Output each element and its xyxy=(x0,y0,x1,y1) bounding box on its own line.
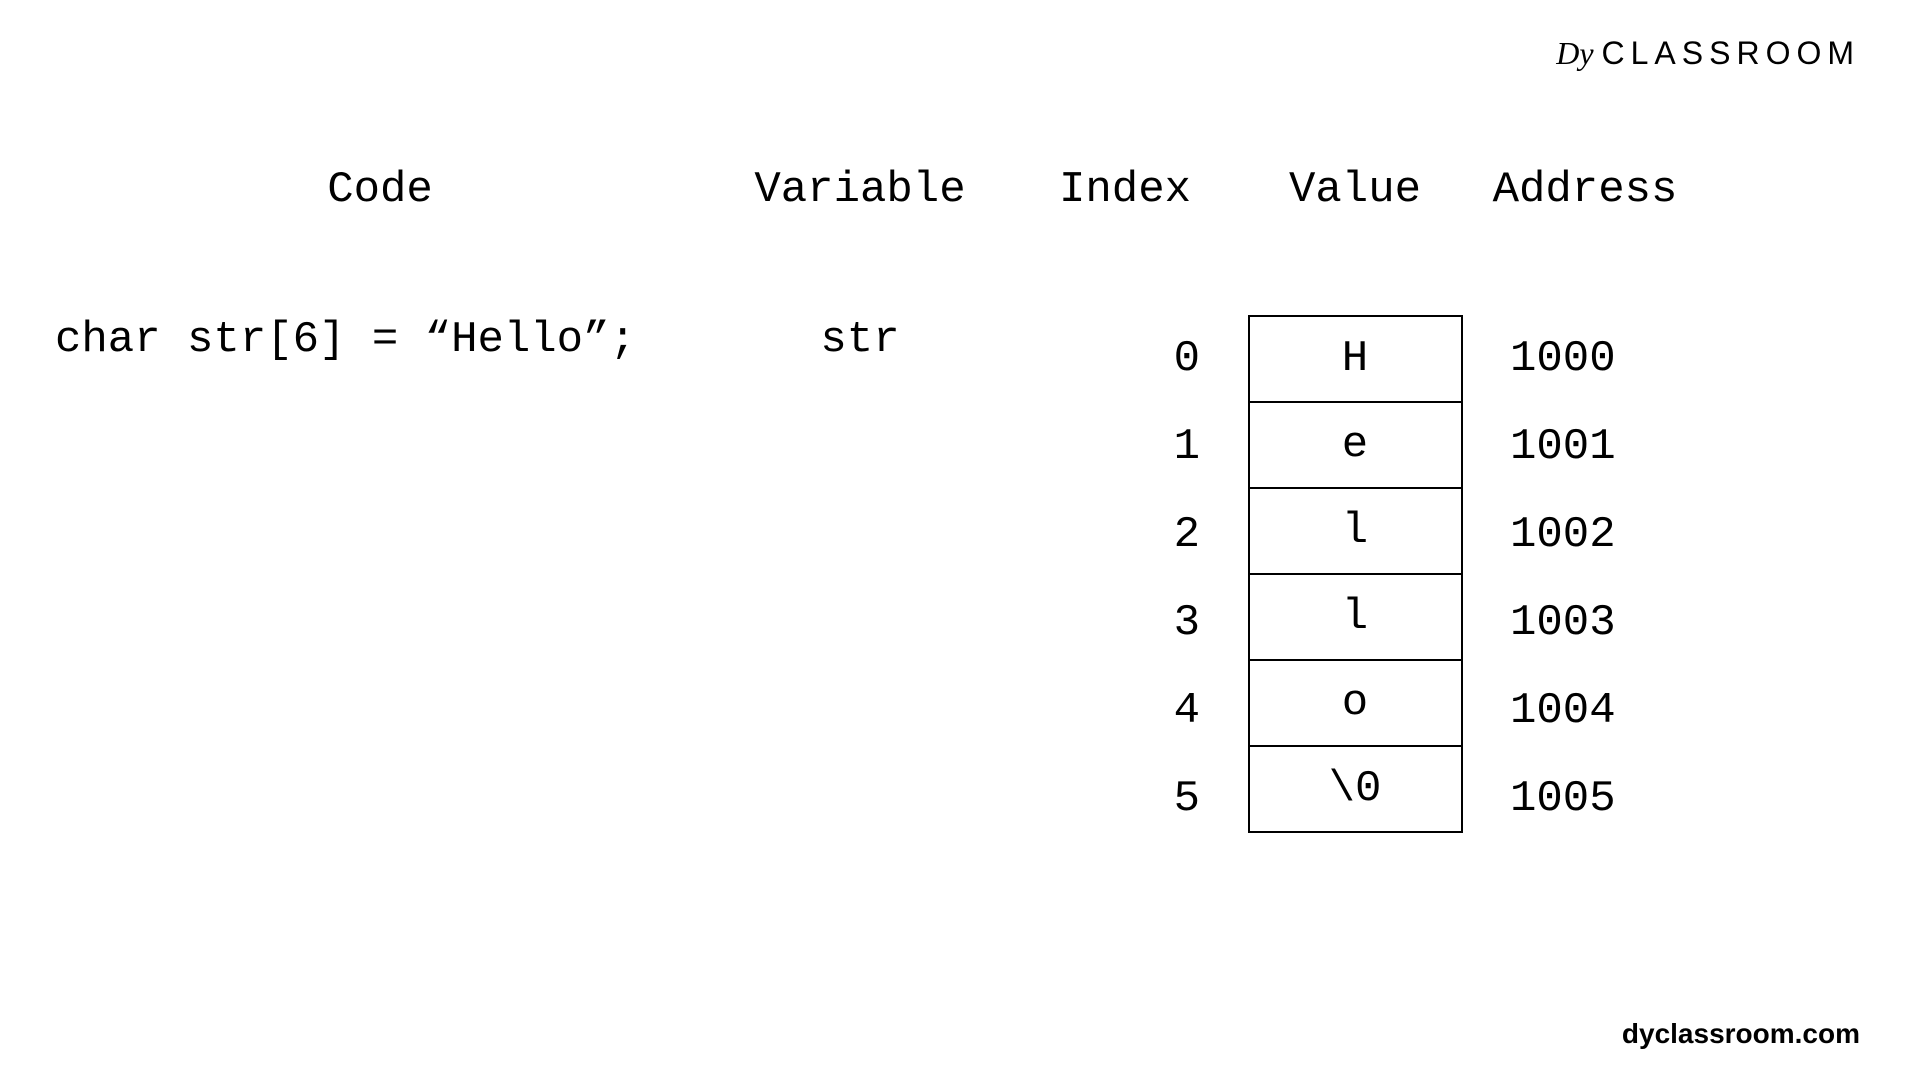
footer-url: dyclassroom.com xyxy=(1622,1018,1860,1050)
value-cell: o xyxy=(1248,659,1463,747)
column-headers: Code Variable Index Value Address xyxy=(50,165,1790,215)
brand-logo: Dy CLASSROOM xyxy=(1556,35,1860,72)
header-value: Value xyxy=(1240,165,1470,215)
index-cell: 4 xyxy=(1174,667,1200,755)
value-cell: l xyxy=(1248,487,1463,575)
header-variable: Variable xyxy=(710,165,1010,215)
address-column: 1000 1001 1002 1003 1004 1005 xyxy=(1470,315,1700,843)
address-cell: 1000 xyxy=(1510,315,1616,403)
value-cell: l xyxy=(1248,573,1463,661)
header-code: Code xyxy=(50,165,710,215)
address-cell: 1005 xyxy=(1510,755,1616,843)
value-cell: \0 xyxy=(1248,745,1463,833)
logo-text: CLASSROOM xyxy=(1602,35,1860,72)
value-cell: e xyxy=(1248,401,1463,489)
index-cell: 5 xyxy=(1174,755,1200,843)
index-cell: 3 xyxy=(1174,579,1200,667)
address-cell: 1004 xyxy=(1510,667,1616,755)
index-cell: 1 xyxy=(1174,403,1200,491)
code-declaration: char str[6] = “Hello”; xyxy=(50,315,710,843)
address-cell: 1001 xyxy=(1510,403,1616,491)
index-cell: 2 xyxy=(1174,491,1200,579)
address-cell: 1003 xyxy=(1510,579,1616,667)
diagram-content: Code Variable Index Value Address char s… xyxy=(50,165,1790,843)
index-cell: 0 xyxy=(1174,315,1200,403)
variable-name: str xyxy=(710,315,1010,843)
index-column: 0 1 2 3 4 5 xyxy=(1010,315,1240,843)
logo-icon: Dy xyxy=(1556,35,1593,72)
data-grid: char str[6] = “Hello”; str 0 1 2 3 4 5 H… xyxy=(50,315,1790,843)
value-cell: H xyxy=(1248,315,1463,403)
value-column: H e l l o \0 xyxy=(1240,315,1470,843)
address-cell: 1002 xyxy=(1510,491,1616,579)
header-address: Address xyxy=(1470,165,1700,215)
header-index: Index xyxy=(1010,165,1240,215)
